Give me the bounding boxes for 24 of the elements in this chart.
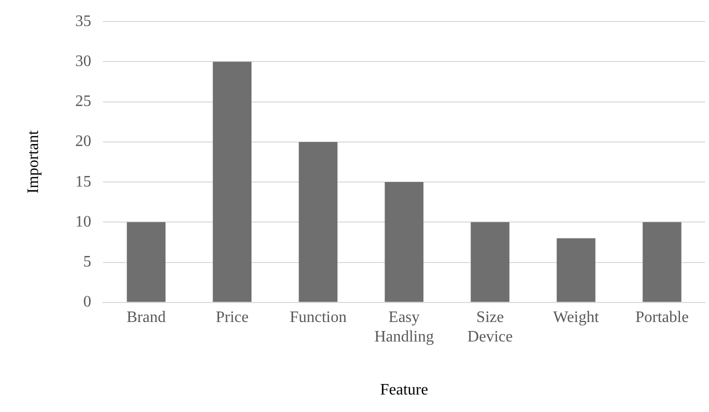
bar — [212, 62, 252, 302]
x-tick-label: Portable — [635, 309, 689, 326]
x-tick-label: Weight — [553, 309, 600, 326]
x-tick-label: Brand — [126, 309, 166, 326]
y-tick-label: 15 — [75, 173, 92, 190]
y-tick-label: 10 — [75, 213, 92, 230]
bar — [556, 238, 596, 302]
y-tick-label: 25 — [75, 93, 92, 110]
x-tick-label: Price — [216, 309, 249, 326]
x-tick-label: Size Device — [467, 309, 513, 346]
y-tick-label: 35 — [75, 12, 92, 30]
y-tick-label: 0 — [83, 294, 92, 311]
bar — [642, 222, 682, 302]
bar — [384, 182, 424, 302]
x-tick-label: Easy Handling — [374, 309, 434, 346]
y-tick-label: 30 — [75, 52, 92, 70]
bar — [126, 222, 166, 302]
y-axis-title: Important — [24, 130, 42, 194]
x-tick-label: Function — [290, 309, 347, 326]
y-tick-label: 20 — [75, 133, 92, 150]
bar — [470, 222, 510, 302]
y-tick-label: 5 — [83, 253, 92, 270]
bar — [298, 142, 338, 302]
x-axis-title: Feature — [380, 382, 428, 399]
